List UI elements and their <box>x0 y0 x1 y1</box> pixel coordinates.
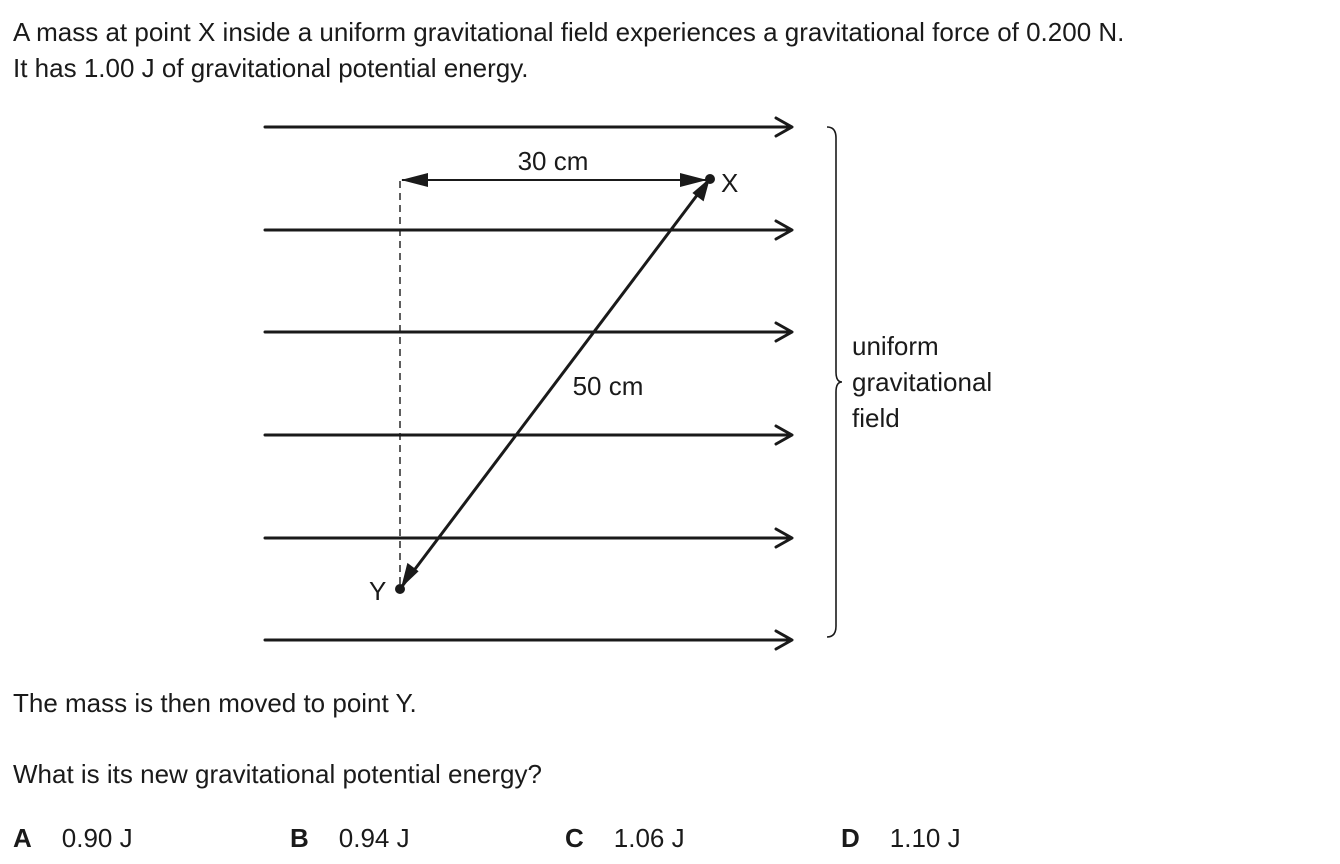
field-line-3 <box>263 321 794 343</box>
gravitational-field-diagram: 30 cm 50 cm X Y uniform gravitational fi… <box>263 116 992 651</box>
option-c-letter: C <box>565 823 584 853</box>
diagonal-distance-label: 50 cm <box>573 371 644 401</box>
option-d-value: 1.10 J <box>889 823 961 853</box>
option-a-value: 0.90 J <box>61 823 133 853</box>
field-lines <box>263 116 794 651</box>
intro-line-2: It has 1.00 J of gravitational potential… <box>13 53 529 83</box>
question-intro: A mass at point X inside a uniform gravi… <box>13 14 1124 86</box>
field-label-line-2: gravitational <box>852 367 992 397</box>
field-label-line-1: uniform <box>852 331 939 361</box>
diagonal-distance-arrow <box>398 177 712 590</box>
field-line-6 <box>263 629 794 651</box>
option-d-letter: D <box>841 823 860 853</box>
field-label-line-3: field <box>852 403 900 433</box>
point-y-dot <box>395 584 405 594</box>
option-b-letter: B <box>290 823 309 853</box>
point-x-dot <box>705 174 715 184</box>
option-c[interactable]: C 1.06 J <box>565 823 685 854</box>
field-line-2 <box>263 219 794 241</box>
option-d[interactable]: D 1.10 J <box>841 823 961 854</box>
field-line-4 <box>263 424 794 446</box>
point-y-label: Y <box>369 576 386 606</box>
option-c-value: 1.06 J <box>613 823 685 853</box>
answer-options: A 0.90 J B 0.94 J C 1.06 J D 1.10 J <box>0 823 1340 857</box>
option-b-value: 0.94 J <box>338 823 410 853</box>
option-b[interactable]: B 0.94 J <box>290 823 410 854</box>
field-line-1 <box>263 116 794 138</box>
field-line-5 <box>263 527 794 549</box>
intro-line-1: A mass at point X inside a uniform gravi… <box>13 17 1125 47</box>
point-x-label: X <box>721 168 738 198</box>
horizontal-distance-arrow <box>401 173 708 187</box>
option-a[interactable]: A 0.90 J <box>13 823 133 854</box>
moved-statement: The mass is then moved to point Y. <box>13 688 417 718</box>
field-brace <box>826 126 843 638</box>
option-a-letter: A <box>13 823 32 853</box>
horizontal-distance-label: 30 cm <box>518 146 589 176</box>
question-prompt: What is its new gravitational potential … <box>13 759 542 789</box>
